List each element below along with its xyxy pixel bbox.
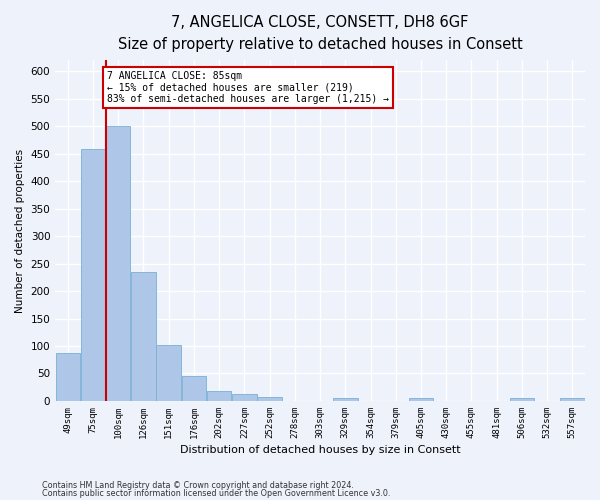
Text: 7 ANGELICA CLOSE: 85sqm
← 15% of detached houses are smaller (219)
83% of semi-d: 7 ANGELICA CLOSE: 85sqm ← 15% of detache… [107, 72, 389, 104]
Bar [131, 272, 156, 401]
Bar [207, 391, 232, 401]
Bar [106, 126, 130, 401]
Bar [232, 394, 257, 401]
Bar [81, 150, 105, 401]
Bar [509, 398, 534, 401]
Bar [257, 396, 282, 401]
Title: 7, ANGELICA CLOSE, CONSETT, DH8 6GF
Size of property relative to detached houses: 7, ANGELICA CLOSE, CONSETT, DH8 6GF Size… [118, 15, 523, 52]
Bar [333, 398, 358, 401]
Bar [157, 345, 181, 401]
Text: Contains public sector information licensed under the Open Government Licence v3: Contains public sector information licen… [42, 488, 391, 498]
Bar [182, 376, 206, 401]
Bar [409, 398, 433, 401]
Bar [56, 352, 80, 401]
Bar [560, 398, 584, 401]
X-axis label: Distribution of detached houses by size in Consett: Distribution of detached houses by size … [180, 445, 460, 455]
Text: Contains HM Land Registry data © Crown copyright and database right 2024.: Contains HM Land Registry data © Crown c… [42, 481, 354, 490]
Y-axis label: Number of detached properties: Number of detached properties [15, 148, 25, 312]
